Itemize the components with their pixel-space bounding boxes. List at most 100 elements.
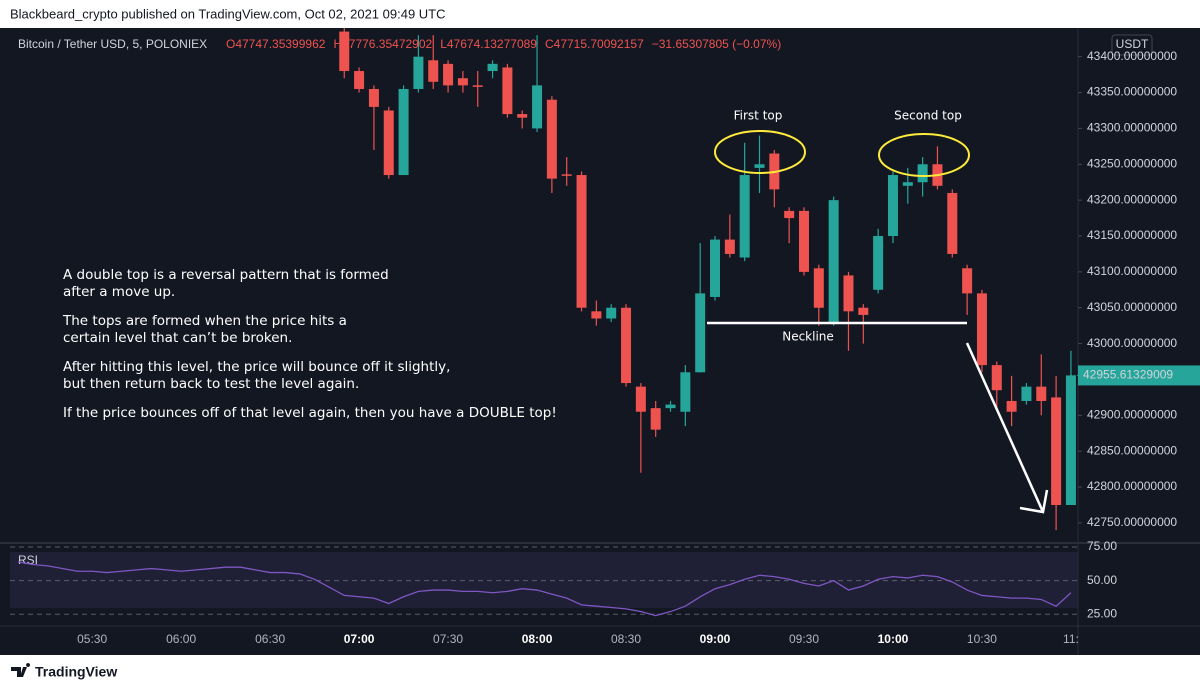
rsi-line [17,561,1072,617]
first-top-label: First top [734,109,783,123]
candle-body [546,99,557,179]
neckline-label: Neckline [782,330,834,344]
price-tick-label: 42850.00000000 [1087,443,1177,457]
note-line: but then return back to test the level a… [63,376,359,392]
time-tick-label: 09:00 [700,632,731,646]
candle-body [843,275,854,312]
footer-brand: TradingView [35,664,117,680]
ohlc-value: −31.65307805 (−0.07%) [652,37,781,51]
time-tick-label: 07:00 [344,632,375,646]
candle-body [947,192,958,254]
time-tick-label: 11: [1063,632,1079,646]
candle-body [1021,386,1032,401]
candle-body [873,236,884,290]
price-tick-label: 43300.00000000 [1087,121,1177,135]
candle-body [532,85,543,129]
candle-body [606,307,617,319]
ohlc-value: C47715.70092157 [545,37,644,51]
note-line: certain level that can’t be broken. [63,330,292,346]
time-tick-label: 09:30 [789,632,819,646]
candle-body [784,210,795,219]
rsi-tick-label: 25.00 [1087,606,1117,620]
ohlc-value: O47747.35399962 [226,37,326,51]
candle-body [1051,397,1062,505]
rsi-band [10,552,1078,608]
candle-body [695,293,706,373]
second-top-label: Second top [894,109,962,123]
candle-body [354,71,365,89]
note-line: If the price bounces off of that level a… [63,405,557,421]
candle-body [502,67,513,115]
price-tick-label: 43200.00000000 [1087,192,1177,206]
ohlc-value: H47776.35472902 [333,37,432,51]
candle-body [1065,375,1076,505]
candle-body [754,164,765,168]
candle-body [576,175,587,308]
candle-body [962,268,973,294]
time-tick-label: 08:00 [522,632,553,646]
time-tick-label: 07:30 [433,632,463,646]
candle-body [457,78,468,86]
price-tick-label: 43400.00000000 [1087,49,1177,63]
time-tick-label: 06:30 [255,632,285,646]
candle-body [813,268,824,308]
note-line: After hitting this level, the price will… [63,359,450,375]
candle-body [368,88,379,107]
candle-body [561,174,572,176]
price-tick-label: 43150.00000000 [1087,228,1177,242]
candle-body [976,293,987,366]
time-tick-label: 08:30 [611,632,641,646]
price-tick-label: 43050.00000000 [1087,300,1177,314]
last-price-box [1078,365,1200,386]
first-top-circle [714,130,806,174]
candle-body [991,365,1002,391]
rsi-label: RSI [18,553,38,567]
time-tick-label: 10:30 [967,632,997,646]
candle-body [428,60,439,82]
price-tick-label: 42800.00000000 [1087,479,1177,493]
price-tick-label: 43000.00000000 [1087,336,1177,350]
candle-body [1036,386,1047,401]
candle-body [517,114,528,118]
candle-body [383,110,394,176]
candle-body [828,200,839,323]
candle-body [650,408,661,430]
candle-body [887,175,898,237]
candle-body [710,239,721,297]
candle-body [591,311,602,319]
time-tick-label: 06:00 [166,632,196,646]
tradingview-logo [11,663,31,677]
second-top-circle [878,133,970,177]
candle-body [635,386,646,412]
down-arrow [965,342,1049,514]
publish-header: Blackbeard_crypto published on TradingVi… [10,6,446,21]
symbol-title: Bitcoin / Tether USD, 5, POLONIEX [18,37,207,51]
candle-body [724,239,735,254]
note-line: A double top is a reversal pattern that … [63,267,389,283]
time-tick-label: 05:30 [77,632,107,646]
candle-body [858,307,869,315]
last-price-label: 42955.61329009 [1083,368,1173,382]
candle-body [917,164,928,183]
rsi-tick-label: 75.00 [1087,539,1117,553]
time-tick-label: 10:00 [878,632,909,646]
candle-body [739,175,750,258]
price-tick-label: 43350.00000000 [1087,85,1177,99]
candle-body [680,372,691,412]
price-tick-label: 42900.00000000 [1087,407,1177,421]
candle-body [798,210,809,272]
currency-box [1111,34,1153,56]
candle-body [472,85,483,87]
candle-body [398,88,409,176]
rsi-tick-label: 50.00 [1087,573,1117,587]
chart-background [0,28,1200,655]
candle-body [621,307,632,384]
price-tick-label: 43100.00000000 [1087,264,1177,278]
candle-body [487,63,498,72]
candle-body [1006,400,1017,412]
price-tick-label: 42750.00000000 [1087,515,1177,529]
candle-body [902,182,913,186]
candle-body [665,404,676,409]
